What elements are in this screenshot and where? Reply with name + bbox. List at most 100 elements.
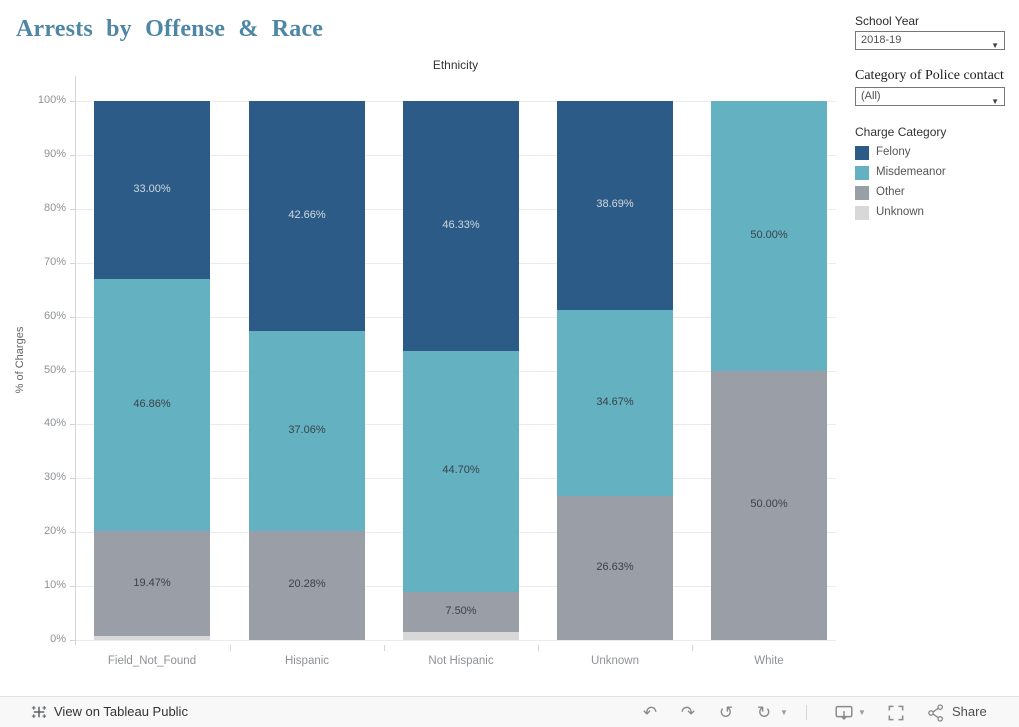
bar-value-label: 20.28% [288, 578, 326, 591]
y-tick-label: 50% [43, 363, 66, 376]
y-tick-mark [70, 262, 75, 264]
school-year-dropdown[interactable]: 2018-19 ▼ [855, 31, 1005, 50]
y-tick-mark [70, 154, 75, 156]
school-year-dropdown-value: 2018-19 [861, 34, 902, 46]
y-axis-line [75, 76, 76, 645]
plot-area: 19.47% 46.86% 33.00% 20.28% 37.06% 42.66% 7.50… [75, 101, 836, 641]
chevron-down-icon[interactable]: ▼ [991, 97, 999, 106]
toolbar-divider [806, 705, 807, 720]
y-tick-mark [70, 101, 75, 102]
police-contact-dropdown-value: (All) [861, 90, 881, 102]
bar-segment-felony-hispanic[interactable]: 42.66% [249, 101, 365, 331]
bar-value-label: 34.67% [596, 395, 634, 408]
gridline [76, 640, 836, 641]
download-icon[interactable] [832, 701, 856, 725]
legend-title: Charge Category [855, 125, 947, 139]
redo-icon[interactable]: ↷ [680, 703, 696, 722]
legend-label: Felony [876, 146, 911, 158]
chevron-down-icon[interactable]: ▼ [991, 41, 999, 50]
police-contact-dropdown[interactable]: (All) ▼ [855, 87, 1005, 106]
bar-segment-misdemeanor-unknown[interactable]: 34.67% [557, 309, 673, 497]
y-tick-label: 10% [43, 579, 66, 592]
y-tick-mark [70, 586, 75, 588]
y-tick-mark [70, 640, 75, 641]
police-contact-filter-label: Category of Police contact [855, 68, 1004, 83]
bar-value-label: 42.66% [288, 208, 326, 221]
y-tick-mark [70, 370, 75, 372]
bar-segment-other-white[interactable]: 50.00% [711, 370, 827, 640]
x-tick-label: Unknown [591, 655, 639, 667]
y-tick-mark [70, 208, 75, 210]
x-tick-label: White [754, 655, 784, 667]
bar-segment-unknown-not-hispanic[interactable] [403, 632, 519, 640]
bottom-toolbar: View on Tableau Public ↶ ↷ ↺ ↻ ▼ ▼ Share [0, 696, 1019, 727]
reset-icon[interactable]: ↺ [718, 703, 734, 722]
legend-item-unknown[interactable]: Unknown [855, 204, 1015, 224]
legend: Felony Misdemeanor Other Unknown [855, 144, 1015, 228]
y-tick-label: 30% [43, 471, 66, 484]
y-tick-label: 90% [43, 147, 66, 160]
refresh-icon[interactable]: ↻ [756, 703, 772, 722]
bar-segment-misdemeanor-field-not-found[interactable]: 46.86% [94, 278, 210, 532]
bar-segment-other-field-not-found[interactable]: 19.47% [94, 531, 210, 637]
bar-segment-felony-field-not-found[interactable]: 33.00% [94, 101, 210, 279]
x-tick-label: Hispanic [284, 655, 330, 667]
column-divider-tick [692, 645, 693, 651]
legend-swatch [855, 146, 869, 160]
bar-segment-felony-unknown[interactable]: 38.69% [557, 101, 673, 310]
bar-value-label: 33.00% [133, 182, 171, 195]
tableau-logo-icon[interactable] [30, 703, 48, 721]
legend-label: Misdemeanor [876, 166, 946, 178]
fullscreen-icon[interactable] [884, 701, 908, 725]
y-tick-mark [70, 532, 75, 534]
column-divider-tick [229, 645, 231, 651]
bar-value-label: 46.33% [442, 218, 480, 231]
y-tick-label: 70% [43, 255, 66, 268]
y-tick-mark [70, 316, 75, 318]
y-tick-label: 20% [43, 525, 66, 538]
column-divider-tick [538, 645, 539, 651]
share-icon[interactable] [924, 701, 948, 725]
bar-value-label: 7.50% [445, 604, 477, 617]
legend-item-other[interactable]: Other [855, 184, 1015, 204]
share-button[interactable]: Share [952, 704, 987, 719]
undo-icon[interactable]: ↶ [642, 703, 658, 722]
bar-segment-other-hispanic[interactable]: 20.28% [249, 530, 365, 640]
refresh-options-chevron-icon[interactable]: ▼ [780, 708, 788, 717]
bar-segment-other-not-hispanic[interactable]: 7.50% [403, 591, 519, 633]
legend-swatch [855, 206, 869, 220]
legend-item-felony[interactable]: Felony [855, 144, 1015, 164]
y-tick-label: 40% [43, 417, 66, 430]
bar-value-label: 50.00% [750, 498, 788, 511]
bar-value-label: 37.06% [288, 423, 326, 436]
x-tick-label: Not Hispanic [428, 655, 494, 667]
y-tick-label: 100% [37, 94, 66, 106]
y-tick-label: 80% [43, 201, 66, 214]
bar-value-label: 46.86% [133, 398, 171, 411]
legend-label: Other [876, 186, 905, 198]
bar-value-label: 26.63% [596, 561, 634, 574]
download-options-chevron-icon[interactable]: ▼ [858, 708, 866, 717]
bar-segment-other-unknown[interactable]: 26.63% [557, 496, 673, 640]
column-divider-tick [384, 645, 385, 651]
bar-value-label: 50.00% [750, 228, 788, 241]
bar-segment-misdemeanor-white[interactable]: 50.00% [711, 101, 827, 371]
y-tick-mark [70, 424, 75, 426]
y-tick-label: 0% [50, 633, 66, 645]
bar-segment-misdemeanor-not-hispanic[interactable]: 44.70% [403, 350, 519, 592]
bar-segment-felony-not-hispanic[interactable]: 46.33% [403, 101, 519, 351]
chart-column-header: Ethnicity [432, 58, 479, 72]
legend-swatch [855, 166, 869, 180]
bar-value-label: 19.47% [133, 576, 171, 589]
y-tick-mark [70, 478, 75, 480]
page-title: Arrests by Offense & Race [16, 16, 324, 42]
x-tick-label: Field_Not_Found [107, 655, 197, 667]
legend-label: Unknown [876, 206, 924, 218]
legend-item-misdemeanor[interactable]: Misdemeanor [855, 164, 1015, 184]
bar-value-label: 38.69% [596, 198, 634, 211]
view-on-tableau-public-link[interactable]: View on Tableau Public [54, 704, 188, 719]
school-year-filter-label: School Year [855, 14, 920, 28]
bar-segment-unknown-field-not-found[interactable] [94, 636, 210, 640]
bar-value-label: 44.70% [442, 464, 480, 477]
bar-segment-misdemeanor-hispanic[interactable]: 37.06% [249, 330, 365, 531]
